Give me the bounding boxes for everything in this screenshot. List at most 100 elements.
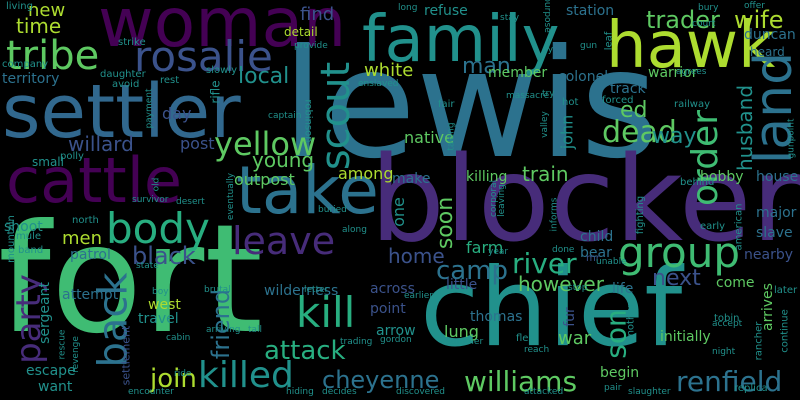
word-ed: ed xyxy=(620,98,648,123)
word-gordon: gordon xyxy=(380,335,412,345)
word-outpost: outpost xyxy=(234,170,295,189)
word-fur: fur xyxy=(561,307,578,327)
word-life: life xyxy=(612,281,634,297)
word-group: group xyxy=(618,228,740,277)
word-railway: railway xyxy=(674,99,711,110)
word-gun: gun xyxy=(580,41,598,51)
word-arrow: arrow xyxy=(376,323,416,339)
word-rifle: rifle xyxy=(208,80,223,104)
word-child: child xyxy=(580,229,614,245)
word-shoot: shoot xyxy=(4,219,43,235)
word-trader: trader xyxy=(646,6,720,34)
word-court: court xyxy=(692,19,716,29)
word-hiding: hiding xyxy=(286,387,314,397)
word-enslaved: enslaved xyxy=(358,79,399,89)
word-payment: payment xyxy=(144,88,155,129)
word-detail: detail xyxy=(284,25,318,39)
word-nearby: nearby xyxy=(744,247,793,263)
word-american: american xyxy=(733,203,745,251)
word-cheyenne: cheyenne xyxy=(322,366,440,394)
word-informs: informs xyxy=(549,197,560,232)
word-farm: farm xyxy=(466,238,504,257)
word-captain: captain xyxy=(268,111,302,121)
word-attack: attack xyxy=(264,336,346,366)
word-stop: stop xyxy=(568,283,588,293)
word-heard: heard xyxy=(750,45,785,59)
word-cabin: cabin xyxy=(166,333,191,343)
word-rest: rest xyxy=(160,75,180,86)
word-make: make xyxy=(392,171,431,187)
word-hawk: hawk xyxy=(606,9,776,83)
word-bobby: bobby xyxy=(700,169,744,185)
word-small: small xyxy=(32,155,64,169)
word-eventually: eventually xyxy=(226,172,237,221)
word-join: join xyxy=(150,364,197,394)
word-station: station xyxy=(566,3,615,19)
word-track: track xyxy=(610,81,646,97)
word-taking: taking xyxy=(446,122,457,151)
word-take: take xyxy=(236,152,379,229)
word-mr: mr xyxy=(586,253,600,264)
word-another: another xyxy=(625,303,637,343)
word-bury: bury xyxy=(698,3,719,13)
word-continue: continue xyxy=(779,309,791,353)
word-black: black xyxy=(132,242,196,270)
word-replica: replica xyxy=(734,383,768,394)
word-leaving: leaving xyxy=(496,184,507,217)
word-cattle: cattle xyxy=(6,144,183,217)
word-discovered: discovered xyxy=(396,387,445,397)
word-little: little xyxy=(446,277,478,293)
word-young: young xyxy=(252,148,315,172)
word-desert: desert xyxy=(176,197,205,207)
word-attempt: attempt xyxy=(62,287,119,303)
word-offer: offer xyxy=(744,1,765,11)
word-rosalie: rosalie xyxy=(134,32,273,81)
word-way: way xyxy=(652,124,697,149)
word-warrior: warrior xyxy=(648,65,698,81)
word-north: north xyxy=(72,215,99,226)
word-company: company xyxy=(2,59,49,70)
word-killed: killed xyxy=(198,355,294,396)
word-find: find xyxy=(300,4,335,25)
word-husband: husband xyxy=(733,84,758,172)
word-fort: fort xyxy=(0,193,264,367)
word-initially: initially xyxy=(660,329,711,345)
word-boy: boy xyxy=(152,287,169,297)
word-west: west xyxy=(148,297,181,313)
word-hot: hot xyxy=(562,97,579,108)
word-however: however xyxy=(518,272,604,296)
word-river: river xyxy=(512,247,577,280)
word-survivor: survivor xyxy=(132,195,169,205)
word-sergeant: sergeant xyxy=(36,282,53,344)
word-camp: camp xyxy=(436,256,509,286)
word-gunpoint: gunpoint xyxy=(786,118,797,159)
word-along: along xyxy=(342,225,367,235)
word-daughter: daughter xyxy=(100,69,146,80)
word-yellow: yellow xyxy=(214,125,317,163)
word-strike: strike xyxy=(118,37,146,48)
word-flee: flee xyxy=(516,333,535,344)
word-train: train xyxy=(522,162,569,186)
word-encounter: encounter xyxy=(128,387,174,397)
word-tribe: tribe xyxy=(6,33,100,79)
word-kill: kill xyxy=(296,288,356,337)
word-new: new xyxy=(28,0,66,21)
word-man: man xyxy=(462,54,511,79)
word-tobin: tobin xyxy=(714,313,740,324)
word-later: later xyxy=(774,285,798,296)
word-lewis: lewis xyxy=(282,18,659,192)
word-try: try xyxy=(542,89,555,99)
word-wife: wife xyxy=(734,6,784,34)
word-tall: tall xyxy=(248,325,263,335)
word-valley: valley xyxy=(539,111,550,138)
word-come: come xyxy=(716,275,755,291)
word-reach: reach xyxy=(524,345,550,355)
word-letter: letter xyxy=(304,285,329,295)
word-duncan: duncan xyxy=(744,27,796,43)
word-travel: travel xyxy=(138,311,179,327)
word-agrees: agrees xyxy=(676,67,707,77)
word-want: want xyxy=(38,379,73,395)
word-williams: williams xyxy=(464,365,578,398)
word-point: point xyxy=(370,301,406,317)
